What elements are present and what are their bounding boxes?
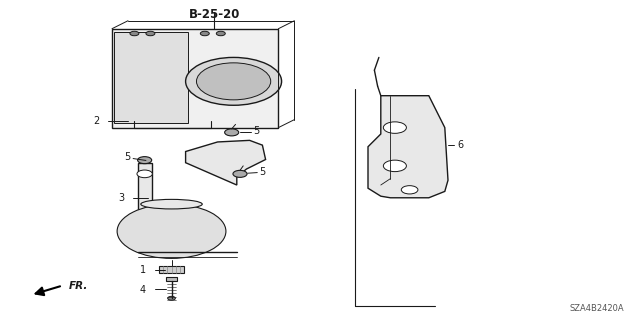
Circle shape	[186, 57, 282, 105]
Circle shape	[117, 204, 226, 258]
Text: 5: 5	[124, 152, 131, 162]
Bar	[166, 277, 177, 281]
Circle shape	[383, 122, 406, 133]
Circle shape	[233, 170, 247, 177]
Text: B-25-20: B-25-20	[189, 8, 240, 21]
Ellipse shape	[141, 199, 202, 209]
Text: 2: 2	[93, 116, 99, 126]
Bar	[138, 163, 152, 252]
Polygon shape	[368, 96, 448, 198]
Circle shape	[146, 31, 155, 36]
Text: SZA4B2420A: SZA4B2420A	[570, 304, 624, 313]
Bar	[112, 29, 278, 128]
Circle shape	[200, 31, 209, 36]
Circle shape	[168, 296, 175, 300]
Circle shape	[130, 31, 139, 36]
Text: 5: 5	[259, 167, 266, 177]
Text: 1: 1	[140, 264, 146, 275]
Circle shape	[137, 170, 152, 178]
Text: 6: 6	[458, 140, 464, 150]
Circle shape	[401, 186, 418, 194]
Text: FR.: FR.	[69, 280, 88, 291]
Circle shape	[138, 157, 152, 164]
Circle shape	[383, 160, 406, 172]
Circle shape	[225, 129, 239, 136]
Text: 3: 3	[118, 193, 125, 203]
Text: 5: 5	[253, 126, 260, 136]
Bar	[114, 32, 188, 123]
Circle shape	[196, 63, 271, 100]
Text: 4: 4	[140, 285, 146, 295]
Polygon shape	[186, 140, 266, 185]
Bar	[159, 266, 184, 273]
Circle shape	[216, 31, 225, 36]
